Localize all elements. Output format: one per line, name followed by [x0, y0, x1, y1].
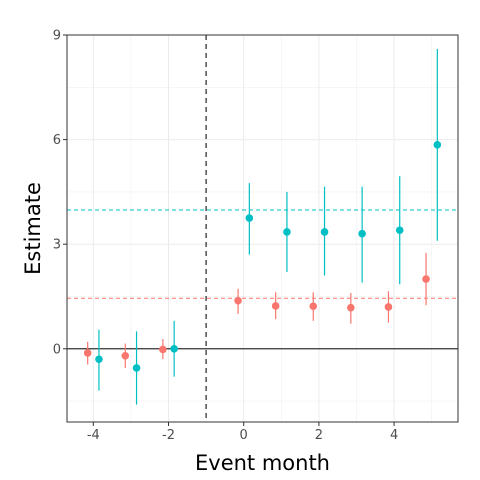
series-1-point [83, 349, 92, 357]
series-1-point [234, 296, 242, 305]
plot-border [66, 34, 459, 423]
reference-lines [67, 35, 458, 422]
x-tick-label: 0 [240, 428, 248, 443]
series-1-point [347, 303, 355, 312]
series-1-point [121, 351, 130, 360]
y-tick-label: 9 [53, 29, 61, 44]
series-2-point [283, 228, 291, 236]
y-axis-title: Estimate [21, 182, 45, 275]
series-2-point [170, 344, 178, 353]
series-1-point [384, 303, 393, 311]
series-2-point [395, 226, 404, 235]
series-1-point [309, 302, 318, 311]
data-marks [83, 48, 442, 405]
x-tick-label: -4 [87, 428, 100, 443]
series-2-point [320, 228, 329, 236]
y-tick-label: 6 [53, 133, 61, 148]
series-2-point [433, 141, 442, 149]
x-axis-title: Event month [195, 451, 330, 475]
series-1-point [271, 302, 280, 310]
plot-background [67, 35, 458, 422]
series-1-point [422, 275, 430, 283]
axis-ticks: -4 -2 0 2 4 0 3 6 9 [53, 29, 399, 444]
y-tick-label: 0 [53, 342, 61, 357]
series-2-point [95, 355, 103, 364]
series-2-point [245, 214, 254, 222]
series-1-point [159, 345, 167, 354]
series-2-point [358, 229, 366, 238]
y-tick-label: 3 [53, 238, 61, 253]
x-tick-label: 4 [390, 428, 398, 443]
x-tick-label: -2 [162, 428, 175, 443]
series-2-point [132, 364, 141, 372]
x-tick-label: 2 [315, 428, 323, 443]
